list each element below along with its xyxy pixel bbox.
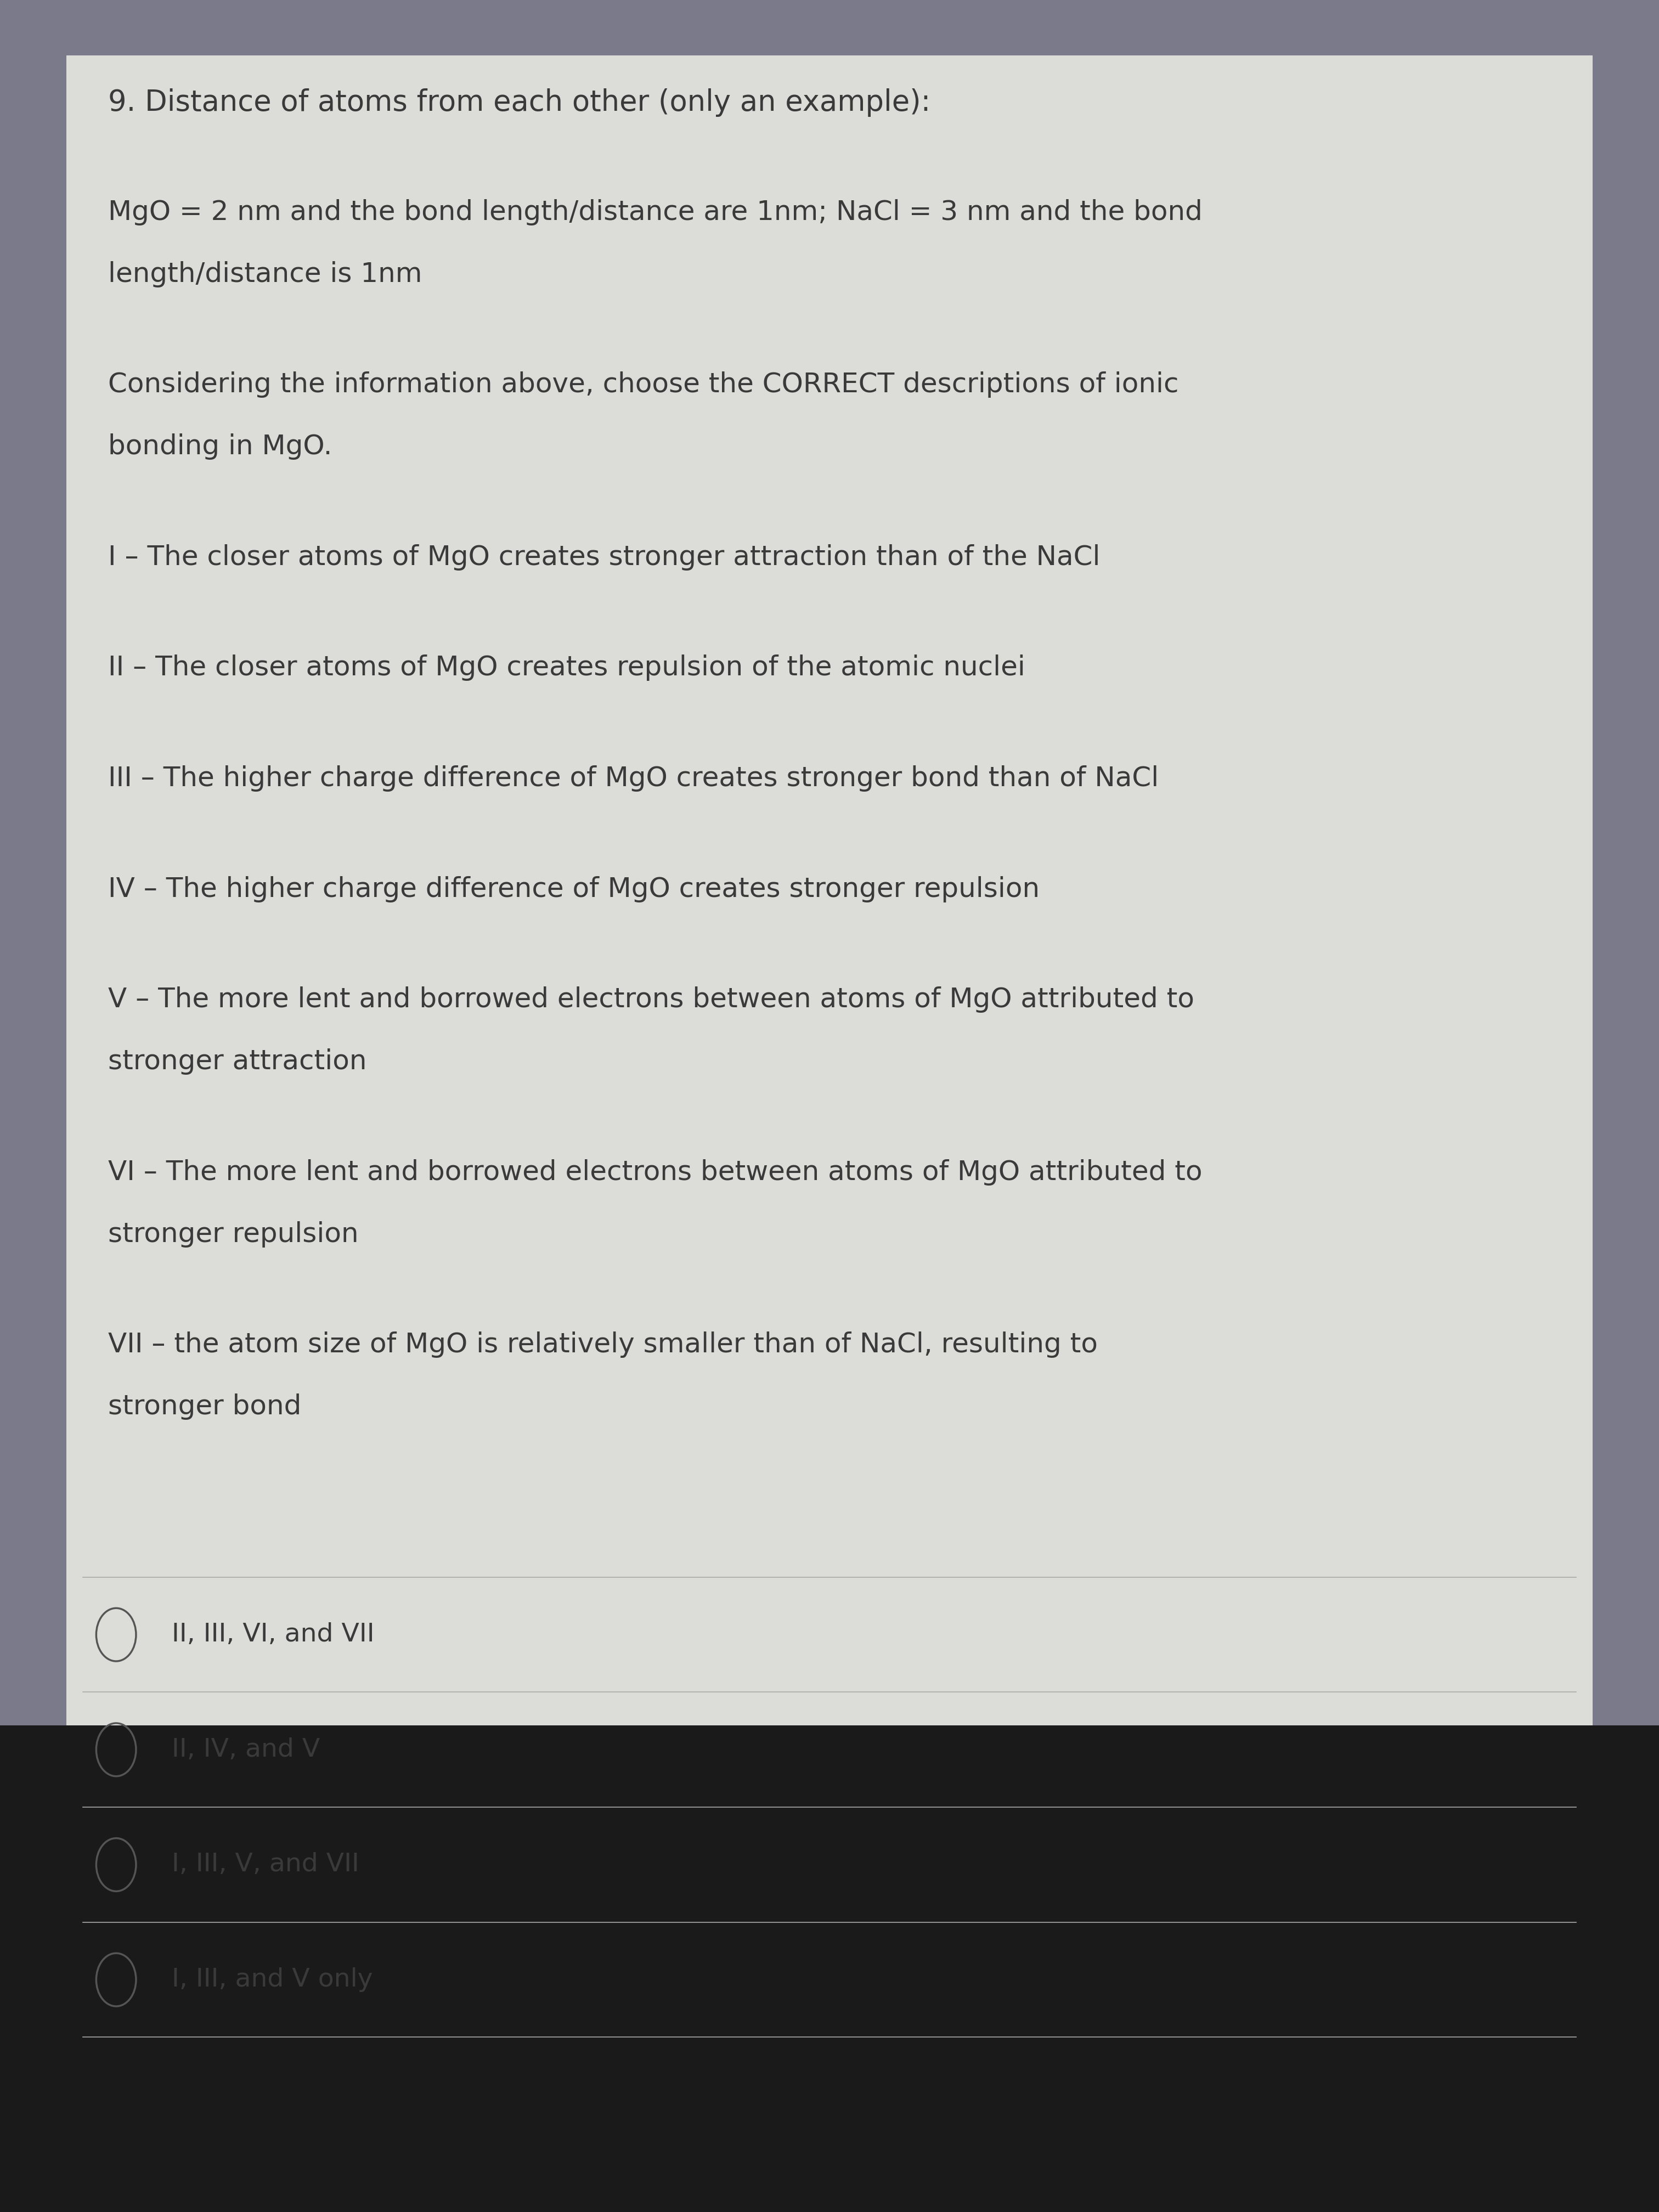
Text: II – The closer atoms of MgO creates repulsion of the atomic nuclei: II – The closer atoms of MgO creates rep… (108, 655, 1025, 681)
Text: V – The more lent and borrowed electrons between atoms of MgO attributed to: V – The more lent and borrowed electrons… (108, 987, 1194, 1013)
Text: I, III, and V only: I, III, and V only (173, 1966, 373, 1993)
Text: II, III, VI, and VII: II, III, VI, and VII (173, 1621, 375, 1648)
Text: II, IV, and V: II, IV, and V (173, 1736, 320, 1763)
Bar (0, 1725, 1659, 2212)
Text: MgO = 2 nm and the bond length/distance are 1nm; NaCl = 3 nm and the bond: MgO = 2 nm and the bond length/distance … (108, 199, 1203, 226)
Bar (66, 55, 1593, 1725)
Text: VI – The more lent and borrowed electrons between atoms of MgO attributed to: VI – The more lent and borrowed electron… (108, 1159, 1203, 1186)
Text: I, III, V, and VII: I, III, V, and VII (173, 1851, 360, 1878)
Text: stronger bond: stronger bond (108, 1394, 302, 1420)
Text: stronger repulsion: stronger repulsion (108, 1221, 358, 1248)
Text: VII – the atom size of MgO is relatively smaller than of NaCl, resulting to: VII – the atom size of MgO is relatively… (108, 1332, 1098, 1358)
Text: III – The higher charge difference of MgO creates stronger bond than of NaCl: III – The higher charge difference of Mg… (108, 765, 1158, 792)
Text: I – The closer atoms of MgO creates stronger attraction than of the NaCl: I – The closer atoms of MgO creates stro… (108, 544, 1100, 571)
Text: IV – The higher charge difference of MgO creates stronger repulsion: IV – The higher charge difference of MgO… (108, 876, 1040, 902)
Text: bonding in MgO.: bonding in MgO. (108, 434, 332, 460)
Text: Considering the information above, choose the CORRECT descriptions of ionic: Considering the information above, choos… (108, 372, 1178, 398)
Text: 9. Distance of atoms from each other (only an example):: 9. Distance of atoms from each other (on… (108, 88, 931, 117)
Text: length/distance is 1nm: length/distance is 1nm (108, 261, 421, 288)
Text: stronger attraction: stronger attraction (108, 1048, 367, 1075)
